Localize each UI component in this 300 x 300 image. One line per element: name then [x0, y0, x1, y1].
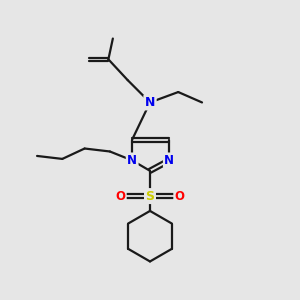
Text: N: N: [164, 154, 174, 167]
Text: O: O: [175, 190, 185, 202]
Text: N: N: [145, 96, 155, 109]
Text: N: N: [127, 154, 137, 167]
Text: O: O: [115, 190, 125, 202]
Text: S: S: [146, 190, 154, 202]
